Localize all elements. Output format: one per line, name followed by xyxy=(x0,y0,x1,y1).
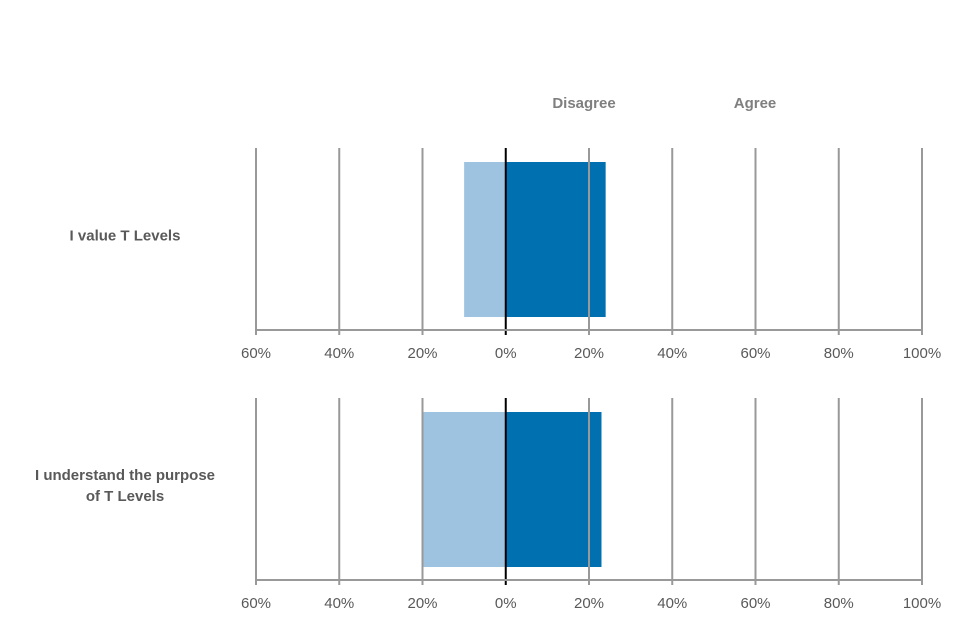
x-tick-label: 60% xyxy=(740,345,770,362)
bar xyxy=(505,412,602,567)
x-tick-label: 60% xyxy=(241,345,271,362)
bar xyxy=(422,412,506,567)
x-tick-label: 20% xyxy=(407,595,437,612)
x-tick-label: 20% xyxy=(407,345,437,362)
category-label: I value T Levels xyxy=(69,227,181,245)
x-tick-label: 100% xyxy=(903,595,941,612)
legend-label: Disagree xyxy=(552,95,615,112)
x-tick-label: 0% xyxy=(495,345,517,362)
x-tick-label: 40% xyxy=(324,595,354,612)
x-tick-label: 20% xyxy=(574,595,604,612)
x-tick-label: 60% xyxy=(241,595,271,612)
x-tick-label: 80% xyxy=(824,345,854,362)
category-label: I understand the purpose of T Levels xyxy=(34,467,215,505)
x-tick-label: 40% xyxy=(657,345,687,362)
bar xyxy=(464,162,506,317)
legend-label: Agree xyxy=(734,95,777,112)
bar xyxy=(505,162,606,317)
x-tick-label: 80% xyxy=(824,595,854,612)
x-tick-label: 100% xyxy=(903,345,941,362)
x-tick-label: 0% xyxy=(495,595,517,612)
x-tick-label: 40% xyxy=(324,345,354,362)
x-tick-label: 20% xyxy=(574,345,604,362)
x-tick-label: 60% xyxy=(740,595,770,612)
x-tick-label: 40% xyxy=(657,595,687,612)
